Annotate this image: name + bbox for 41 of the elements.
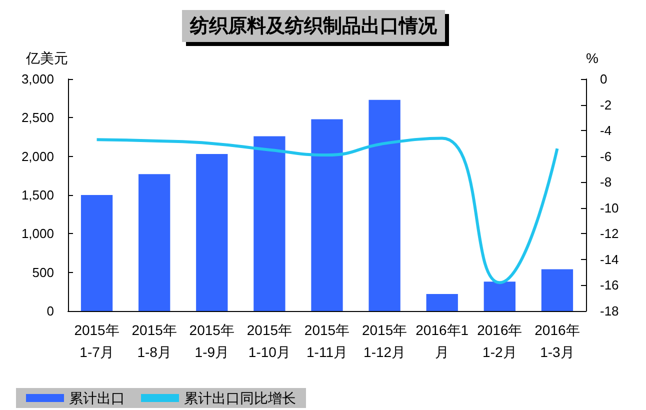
x-tick-label: 2015年 1-10月 [246,322,292,360]
y2-tick-label: -12 [600,226,619,242]
bar [138,174,170,311]
bar [254,136,286,311]
bar [426,294,458,311]
y2-tick-label: -18 [600,304,619,318]
y2-tick-label: 0 [600,72,608,86]
x-tick-label: 2016年 1-2月 [477,322,522,360]
x-tick-label: 2015年 1-7月 [74,322,120,360]
y-axis-title: 亿美元 [25,50,68,66]
y2-tick-label: -14 [600,252,619,267]
y-tick-label: 1,000 [21,226,54,242]
legend-label: 累计出口 [69,390,125,406]
y2-tick-label: -2 [600,97,612,112]
x-tick-label: 2016年 1-3月 [534,322,580,360]
bar [311,119,343,311]
x-tick-label: 2015年 1-11月 [304,322,350,360]
y2-tick-label: -16 [600,278,619,293]
line-series [95,136,559,284]
bar [484,282,516,311]
y2-tick-label: -4 [600,123,612,138]
bar [80,195,113,311]
bar [368,100,400,311]
x-tick-label: 2016年1 月 [416,322,469,360]
y2-tick-label: -6 [600,148,612,164]
chart-title: 纺织原料及纺织制品出口情况 [182,10,445,42]
y-tick-label: 2,000 [21,148,54,164]
y-tick-label: 1,500 [21,188,54,202]
y2-tick-label: -10 [600,200,619,216]
x-tick-label: 2015年 1-12月 [362,322,408,360]
y-tick-label: 500 [32,264,54,280]
y2-axis-title: % [586,50,598,66]
x-tick-label: 2015年 1-9月 [189,322,234,360]
bar [541,269,574,311]
legend-label: 累计出口同比增长 [184,390,296,406]
y-tick-label: 3,000 [21,72,54,86]
y-tick-label: 0 [46,304,54,318]
x-tick-label: 2015年 1-8月 [132,322,177,360]
y-tick-label: 2,500 [21,110,54,126]
y2-tick-label: -8 [600,174,612,190]
bar [196,154,228,311]
